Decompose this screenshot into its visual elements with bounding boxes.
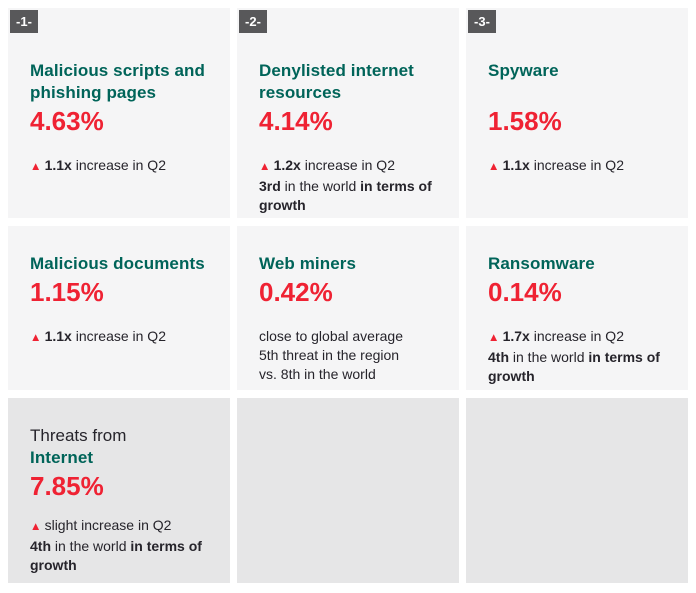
threat-notes: ▲ 1.7x increase in Q2 4th in the world i…: [488, 327, 672, 386]
note-text-segment: in terms of growth: [259, 178, 432, 213]
threat-card-spyware: -3- Spyware 1.58% ▲ 1.1x increase in Q2: [466, 8, 688, 218]
threat-title: Malicious scripts and phishing pages: [30, 61, 205, 102]
note-text-segment: 1.1x: [44, 157, 72, 173]
note-text-segment: 1.1x: [502, 157, 530, 173]
note-text-segment: 4th: [30, 538, 51, 554]
increase-triangle-icon: ▲: [30, 521, 45, 533]
threat-percent: 7.85%: [30, 471, 104, 501]
threat-percent: 0.42%: [259, 277, 333, 307]
note-text-segment: in the world: [280, 178, 361, 194]
threat-pretitle: Threats from: [30, 426, 127, 445]
rank-badge-3: -3-: [468, 10, 496, 33]
note-text-segment: close to global average: [259, 328, 403, 344]
note-line: ▲ 1.1x increase in Q2: [30, 327, 214, 348]
increase-triangle-icon: ▲: [259, 161, 274, 173]
rank-badge-2: -2-: [239, 10, 267, 33]
threat-title: Internet: [30, 448, 94, 467]
note-line: vs. 8th in the world: [259, 365, 443, 384]
note-text-segment: in terms of growth: [488, 349, 660, 384]
threat-notes: ▲ 1.1x increase in Q2: [488, 156, 672, 177]
note-line: ▲ 1.7x increase in Q2: [488, 327, 672, 348]
note-text-segment: increase in Q2: [529, 328, 624, 344]
threat-title: Malicious documents: [30, 254, 205, 273]
note-text-segment: increase in Q2: [300, 157, 395, 173]
threat-notes: ▲ 1.1x increase in Q2: [30, 327, 214, 348]
note-line: ▲ 1.2x increase in Q2: [259, 156, 443, 177]
threat-card-denylisted-resources: -2- Denylisted internet resources 4.14% …: [237, 8, 459, 218]
threat-title: Ransomware: [488, 254, 595, 273]
threat-notes: ▲ 1.2x increase in Q2 3rd in the world i…: [259, 156, 443, 215]
note-text-segment: in the world: [51, 538, 131, 554]
threat-title: Spyware: [488, 61, 559, 80]
note-text-segment: 4th: [488, 349, 509, 365]
note-line: 3rd in the world in terms of growth: [259, 177, 443, 215]
threat-percent: 1.15%: [30, 277, 104, 307]
note-text-segment: 3rd: [259, 178, 281, 194]
rank-badge-1: -1-: [10, 10, 38, 33]
note-text-segment: increase in Q2: [529, 157, 624, 173]
note-line: 4th in the world in terms of growth: [488, 348, 672, 386]
note-text-segment: 1.7x: [502, 328, 530, 344]
note-text-segment: increase in Q2: [71, 328, 166, 344]
increase-triangle-icon: ▲: [488, 161, 503, 173]
note-text-segment: vs. 8th in the world: [259, 366, 376, 382]
threat-card-malicious-documents: Malicious documents 1.15% ▲ 1.1x increas…: [8, 226, 230, 390]
threat-card-ransomware: Ransomware 0.14% ▲ 1.7x increase in Q2 4…: [466, 226, 688, 390]
note-text-segment: in the world: [509, 349, 589, 365]
note-line: ▲ 1.1x increase in Q2: [488, 156, 672, 177]
increase-triangle-icon: ▲: [488, 332, 503, 344]
note-text-segment: increase in Q2: [71, 157, 166, 173]
threat-percent: 0.14%: [488, 277, 562, 307]
increase-triangle-icon: ▲: [30, 161, 45, 173]
threat-card-web-miners: Web miners 0.42% close to global average…: [237, 226, 459, 390]
threat-percent: 1.58%: [488, 106, 562, 136]
increase-triangle-icon: ▲: [30, 332, 45, 344]
threat-card-malicious-scripts: -1- Malicious scripts and phishing pages…: [8, 8, 230, 218]
threat-notes: ▲ slight increase in Q2 4th in the world…: [30, 516, 214, 575]
note-line: ▲ 1.1x increase in Q2: [30, 156, 214, 177]
threat-notes: ▲ 1.1x increase in Q2: [30, 156, 214, 177]
threat-notes: close to global average 5th threat in th…: [259, 327, 443, 384]
threat-title: Web miners: [259, 254, 357, 273]
empty-card: [237, 398, 459, 583]
note-text-segment: 5th threat in the region: [259, 347, 400, 363]
threat-percent: 4.63%: [30, 106, 104, 136]
threat-title: Denylisted internet resources: [259, 61, 414, 102]
note-line: close to global average: [259, 327, 443, 346]
threat-card-threats-from-internet: Threats from Internet 7.85% ▲ slight inc…: [8, 398, 230, 583]
note-line: ▲ slight increase in Q2: [30, 516, 214, 537]
note-line: 5th threat in the region: [259, 346, 443, 365]
note-text-segment: in terms of growth: [30, 538, 202, 573]
threat-percent: 4.14%: [259, 106, 333, 136]
note-text-segment: 1.1x: [44, 328, 72, 344]
note-text-segment: 1.2x: [273, 157, 301, 173]
note-line: 4th in the world in terms of growth: [30, 537, 214, 575]
empty-card: [466, 398, 688, 583]
note-text-segment: slight increase in Q2: [44, 517, 172, 533]
